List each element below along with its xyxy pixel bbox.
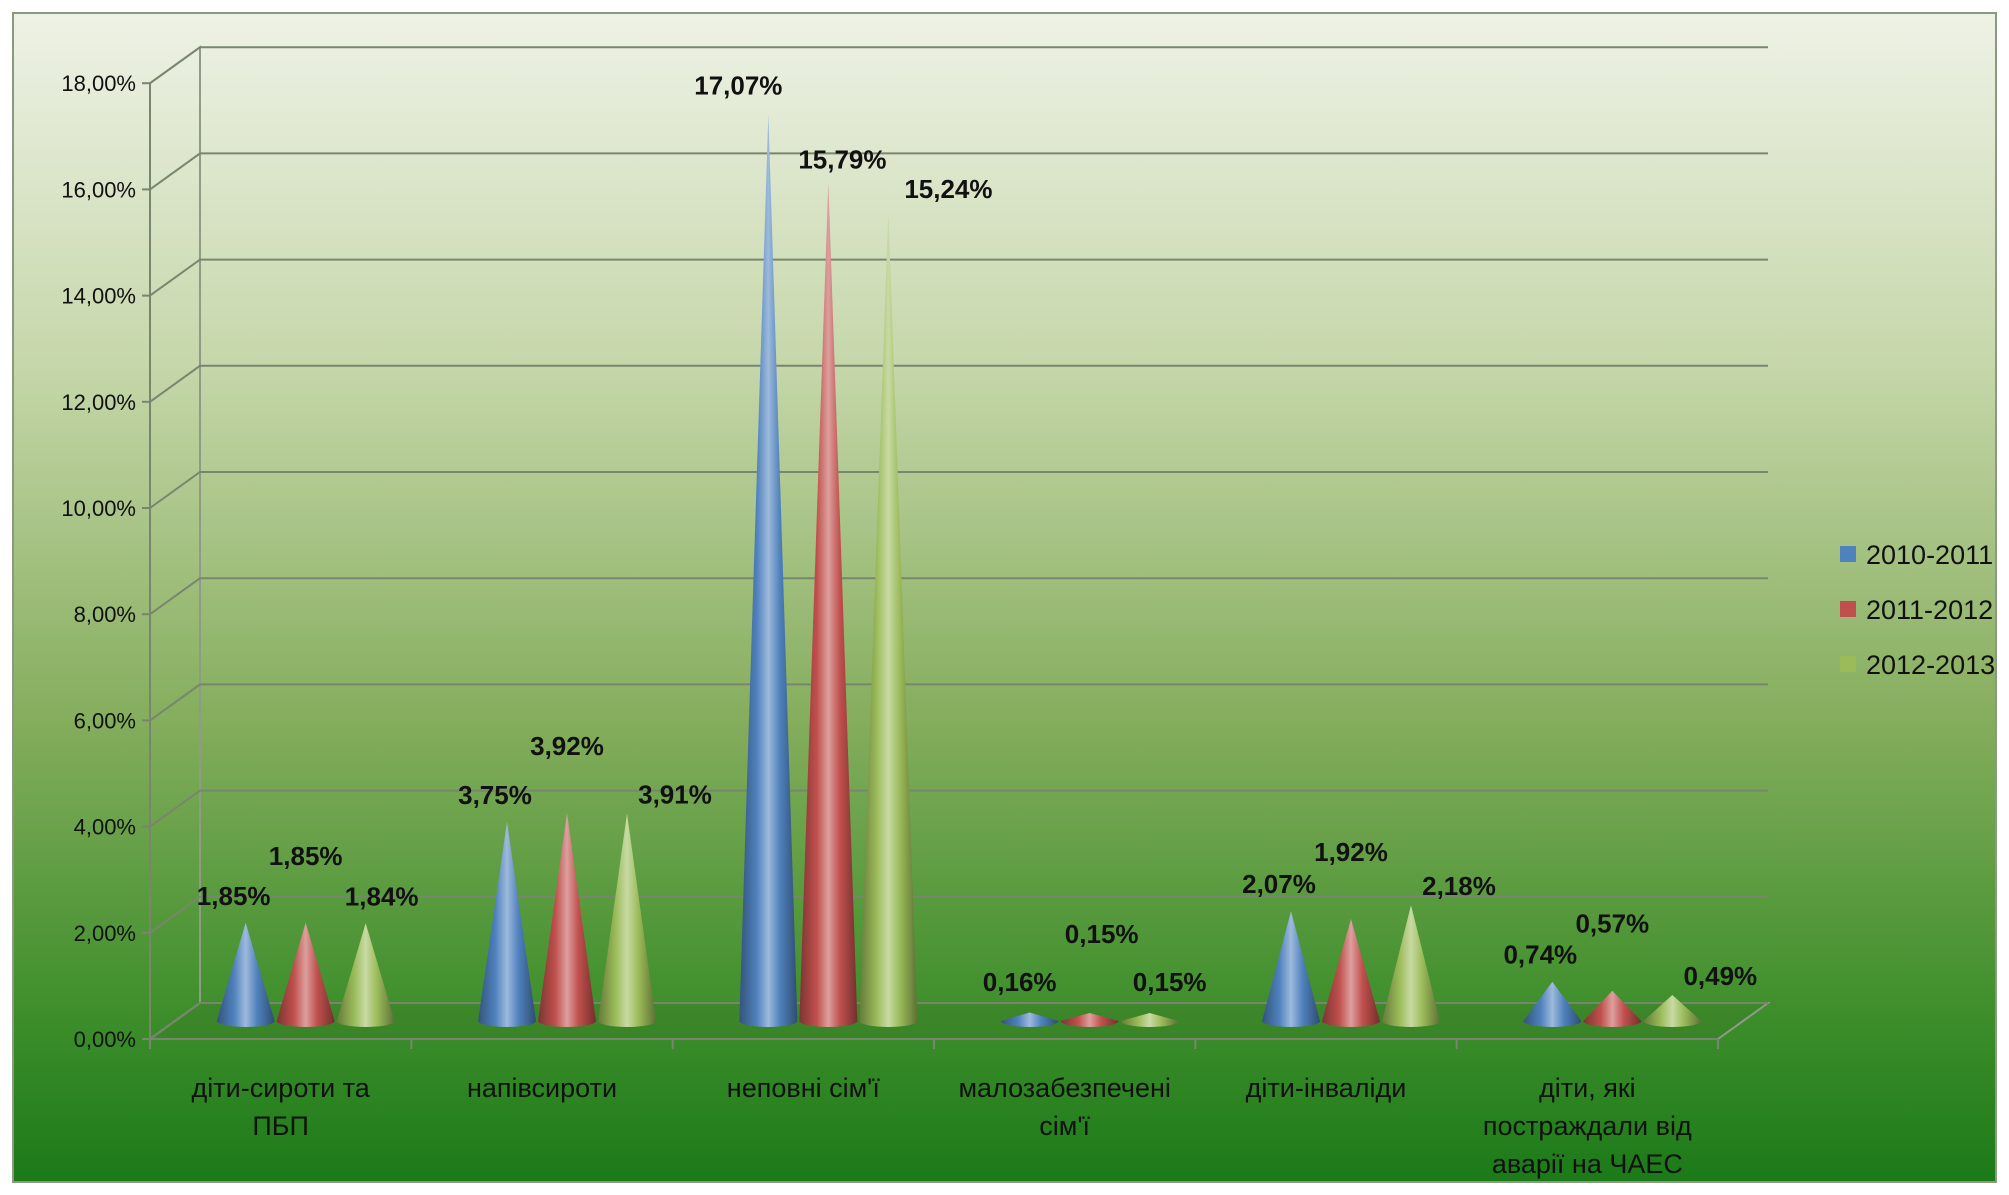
y-tick-label: 12,00% xyxy=(61,390,136,415)
gridline xyxy=(149,364,1768,403)
data-label: 0,15% xyxy=(1133,967,1207,997)
cone-2011-2012 xyxy=(276,922,335,1027)
legend-swatch xyxy=(1840,601,1856,617)
side-wall xyxy=(149,45,201,1041)
gridline xyxy=(149,895,1768,934)
cone-2011-2012 xyxy=(1583,990,1642,1027)
cone-2010-2011 xyxy=(1262,911,1320,1027)
data-label: 3,75% xyxy=(458,780,532,810)
data-label: 0,16% xyxy=(983,967,1057,997)
cone-2011-2012 xyxy=(799,182,858,1028)
category-label-line: сім'ї xyxy=(1039,1111,1090,1141)
category-label-line: ПБП xyxy=(252,1111,309,1141)
data-label: 17,07% xyxy=(694,71,782,101)
gridline xyxy=(149,789,1768,828)
y-tick-label: 8,00% xyxy=(74,602,136,627)
cone-chart: 0,00% 2,00% 4,00% 6,00% 8,00% 10,00% 12,00% 14,… xyxy=(61,45,1995,1179)
data-label: 0,57% xyxy=(1575,909,1649,939)
y-tick-label: 18,00% xyxy=(61,71,136,96)
cone-2010-2011 xyxy=(478,821,536,1027)
category-label-line: постраждали від xyxy=(1483,1111,1692,1141)
gridline xyxy=(149,1002,1768,1040)
category-label: малозабезпечені сім'ї xyxy=(958,1073,1170,1141)
data-label: 15,24% xyxy=(904,174,992,204)
data-label: 0,15% xyxy=(1065,919,1139,949)
data-label: 1,92% xyxy=(1314,837,1388,867)
cone-2011-2012 xyxy=(1322,919,1380,1027)
data-label: 1,84% xyxy=(345,881,419,911)
category-label-line: діти-сироти та xyxy=(192,1073,371,1103)
data-label: 3,92% xyxy=(530,731,604,761)
gridline xyxy=(149,577,1768,616)
cone-2012-2013 xyxy=(336,923,395,1027)
data-label: 3,91% xyxy=(638,779,712,809)
legend-swatch xyxy=(1840,656,1856,672)
gridline xyxy=(149,683,1768,722)
gridline xyxy=(149,152,1768,191)
data-label: 15,79% xyxy=(798,145,886,175)
chart-area: 0,00% 2,00% 4,00% 6,00% 8,00% 10,00% 12,00% 14,… xyxy=(12,12,1997,1183)
y-tick-label: 4,00% xyxy=(74,815,136,840)
category-label-line: діти, які xyxy=(1539,1073,1636,1103)
category-label: діти, які постраждали від аварії на ЧАЕС xyxy=(1483,1073,1692,1179)
category-label-line: малозабезпечені xyxy=(958,1073,1170,1103)
legend-label: 2012-2013 xyxy=(1866,650,1995,680)
y-tick-label: 10,00% xyxy=(61,496,136,521)
category-label: неповні сім'ї xyxy=(727,1073,881,1103)
data-label: 2,18% xyxy=(1422,871,1496,901)
category-label-line: напівсироти xyxy=(467,1073,617,1103)
gridline xyxy=(149,471,1768,509)
gridline xyxy=(149,258,1768,297)
cone-2012-2013 xyxy=(859,211,918,1028)
category-label-line: неповні сім'ї xyxy=(727,1073,881,1103)
category-label-line: діти-інваліди xyxy=(1246,1073,1407,1103)
data-label: 0,74% xyxy=(1503,940,1577,970)
y-tick-label: 14,00% xyxy=(61,284,136,309)
legend-swatch xyxy=(1840,546,1856,562)
data-label: 1,85% xyxy=(197,881,271,911)
cone-2010-2011 xyxy=(739,114,798,1027)
cone-2011-2012 xyxy=(538,812,596,1027)
y-tick-label: 6,00% xyxy=(74,708,136,733)
y-tick-label: 0,00% xyxy=(74,1027,136,1052)
y-tick-label: 16,00% xyxy=(61,177,136,202)
gridline xyxy=(149,46,1768,85)
legend-label: 2010-2011 xyxy=(1866,540,1993,570)
data-label: 2,07% xyxy=(1242,869,1316,899)
cone-2012-2013 xyxy=(598,813,656,1027)
cone-2010-2011 xyxy=(1523,981,1582,1027)
category-label: діти-інваліди xyxy=(1246,1073,1407,1103)
category-label-line: аварії на ЧАЕС xyxy=(1492,1149,1683,1179)
cone-2010-2011 xyxy=(216,922,275,1027)
y-tick-label: 2,00% xyxy=(74,921,136,946)
category-label: діти-сироти та ПБП xyxy=(192,1073,371,1141)
cone-2012-2013 xyxy=(1643,994,1702,1027)
legend-label: 2011-2012 xyxy=(1866,595,1993,625)
cone-2010-2011 xyxy=(1000,1012,1059,1027)
category-label: напівсироти xyxy=(467,1073,617,1103)
cone-2012-2013 xyxy=(1382,905,1440,1027)
cone-2012-2013 xyxy=(1120,1013,1179,1027)
cone-2011-2012 xyxy=(1060,1013,1119,1027)
data-label: 1,85% xyxy=(269,841,343,871)
data-label: 0,49% xyxy=(1683,961,1757,991)
